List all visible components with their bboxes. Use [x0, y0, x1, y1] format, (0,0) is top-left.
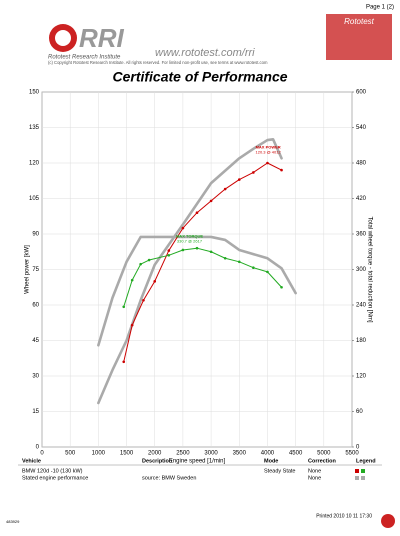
- y-tick-label: 135: [29, 125, 40, 131]
- data-point: [280, 285, 283, 289]
- data-point: [266, 161, 269, 165]
- data-point: [181, 248, 185, 252]
- data-point: [153, 280, 157, 283]
- data-point: [237, 178, 241, 181]
- brand-box: [326, 14, 392, 60]
- x-tick-label: 3500: [233, 451, 247, 457]
- data-point: [139, 262, 142, 266]
- page-number: Page 1 (2): [366, 5, 394, 11]
- title: Certificate of Performance: [112, 69, 287, 85]
- y2-tick-label: 360: [356, 232, 367, 238]
- table-header: Correction: [308, 458, 336, 464]
- table-cell: Stated engine performance: [22, 475, 88, 481]
- data-point: [252, 266, 255, 270]
- data-point: [252, 171, 255, 174]
- data-point: [223, 256, 227, 260]
- x-tick-label: 2500: [176, 451, 190, 457]
- data-point: [142, 298, 145, 302]
- copyright: (c) Copyright Rototest Research Institut…: [48, 60, 268, 65]
- y2-tick-label: 60: [356, 409, 363, 415]
- y-tick-label: 0: [36, 445, 40, 451]
- data-point: [167, 249, 171, 252]
- y-tick-label: 60: [32, 303, 39, 309]
- annotation: 120.3 @ 4012: [256, 149, 282, 154]
- table-header: Vehicle: [22, 458, 41, 464]
- table-cell: BMW 120d -10 (130 kW): [22, 468, 83, 474]
- y2-tick-label: 180: [356, 338, 367, 344]
- table-header: Legend: [356, 458, 376, 464]
- x-tick-label: 4500: [289, 451, 303, 457]
- brand: Rototest: [344, 17, 375, 26]
- x-axis-label: Engine speed [1/min]: [169, 459, 226, 465]
- legend-icon: [355, 469, 359, 473]
- table-header: Mode: [264, 458, 278, 464]
- table-cell: Steady State: [264, 468, 296, 474]
- x-tick-label: 5500: [345, 451, 359, 457]
- data-point: [280, 168, 283, 172]
- data-point: [147, 258, 151, 262]
- institute: Rototest Research Institute: [48, 55, 121, 61]
- y-tick-label: 30: [32, 374, 39, 380]
- url: www.rototest.com/rri: [155, 47, 255, 59]
- series-line: [97, 235, 297, 347]
- x-tick-label: 1000: [92, 451, 106, 457]
- y-tick-label: 120: [29, 161, 40, 167]
- data-point: [130, 323, 134, 327]
- table-header: Description: [142, 458, 173, 464]
- data-point: [237, 260, 241, 264]
- y2-tick-label: 120: [356, 374, 367, 380]
- y-tick-label: 15: [32, 409, 39, 415]
- x-tick-label: 5000: [317, 451, 331, 457]
- x-tick-label: 3000: [204, 451, 218, 457]
- chart: 0 500 1000 1500 2000 2500 3000 3500 4000 4500 5000…: [25, 90, 373, 465]
- y2-tick-label: 420: [356, 196, 367, 202]
- logo-text: RRI: [79, 23, 125, 53]
- data-point: [122, 305, 126, 309]
- y2-tick-label: 480: [356, 161, 367, 167]
- y2-tick-label: 240: [356, 303, 367, 309]
- doc-id: 483929: [6, 519, 20, 524]
- logo-inner: [55, 30, 71, 46]
- y2-tick-label: 540: [356, 125, 367, 131]
- legend-icon: [355, 476, 359, 480]
- table-cell: None: [308, 475, 321, 481]
- y-tick-label: 105: [29, 196, 40, 202]
- data-point: [130, 278, 134, 282]
- annotation: MAX TORQUE: [176, 233, 203, 238]
- table: Vehicle Description Mode Correction Legend BM…: [22, 458, 376, 481]
- x-tick-label: 0: [40, 451, 44, 457]
- data-point: [209, 250, 213, 254]
- y2-tick-label: 300: [356, 267, 367, 273]
- annotation: MAX POWER: [256, 144, 281, 149]
- data-point: [195, 211, 199, 214]
- data-point: [167, 254, 171, 257]
- series-line: [97, 138, 283, 405]
- table-cell: None: [308, 468, 321, 474]
- x-tick-label: 4000: [261, 451, 275, 457]
- y2-tick-label: 600: [356, 90, 367, 96]
- data-point: [181, 226, 185, 230]
- table-cell: source: BMW Sweden: [142, 475, 196, 481]
- y-tick-label: 75: [32, 267, 39, 273]
- annotation: 330.7 @ 2617: [177, 238, 203, 243]
- data-point: [209, 199, 213, 203]
- data-point: [195, 246, 199, 250]
- footer-logo: [381, 514, 395, 528]
- legend-icon: [361, 469, 365, 473]
- legend-icon: [361, 476, 365, 480]
- y-tick-label: 90: [32, 232, 39, 238]
- printed: Printed 2010 10 11 17:30: [316, 513, 372, 519]
- data-point: [223, 187, 227, 191]
- y2-tick-label: 0: [356, 445, 360, 451]
- y-tick-label: 45: [32, 338, 39, 344]
- x-tick-label: 1500: [120, 451, 134, 457]
- data-point: [122, 360, 126, 364]
- x-tick-label: 2000: [148, 451, 162, 457]
- y2-axis-label: Total wheel torque - total reduction [Nm…: [366, 216, 372, 322]
- y-axis-label: Wheel power [kW]: [25, 245, 31, 294]
- y-tick-label: 150: [29, 90, 40, 96]
- x-tick-label: 500: [65, 451, 76, 457]
- data-point: [266, 270, 269, 274]
